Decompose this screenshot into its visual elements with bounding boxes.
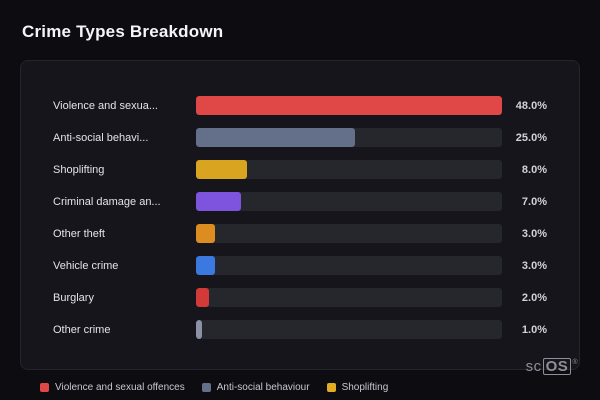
page-title: Crime Types Breakdown (22, 22, 224, 41)
category-label: Shoplifting (53, 163, 105, 176)
value-label: 48.0% (515, 99, 547, 112)
bar-track (196, 256, 502, 275)
chart-legend: Violence and sexual offences Anti-social… (40, 382, 388, 393)
chart-card: Violence and sexua... 48.0% Anti-social … (20, 60, 580, 370)
bar[interactable] (196, 192, 241, 211)
bar-track (196, 192, 502, 211)
value-label: 25.0% (515, 131, 547, 144)
bar-row: Other crime 1.0% (53, 320, 547, 339)
legend-item[interactable]: Shoplifting (326, 382, 389, 393)
category-label: Other crime (53, 323, 111, 336)
bar-row: Criminal damage an... 7.0% (53, 192, 547, 211)
value-label: 3.0% (521, 227, 547, 240)
legend-item[interactable]: Violence and sexual offences (40, 382, 185, 393)
bar[interactable] (196, 128, 356, 147)
bar[interactable] (196, 160, 247, 179)
legend-label: Violence and sexual offences (55, 382, 185, 393)
legend-swatch (40, 383, 49, 392)
value-label: 2.0% (521, 291, 547, 304)
category-label: Vehicle crime (53, 259, 119, 272)
bar-chart: Violence and sexua... 48.0% Anti-social … (53, 96, 547, 339)
value-label: 7.0% (521, 195, 547, 208)
value-label: 1.0% (521, 323, 547, 336)
legend-swatch (201, 383, 211, 392)
legend-label: Shoplifting (341, 382, 389, 393)
bar-track (196, 160, 502, 179)
bar[interactable] (196, 288, 209, 307)
legend-label: Anti-social behaviour (216, 382, 310, 393)
bar[interactable] (196, 224, 216, 243)
bar-row: Vehicle crime 3.0% (53, 256, 547, 275)
bar-track (196, 96, 502, 115)
registered-mark-icon: ® (572, 359, 578, 366)
category-label: Criminal damage an... (53, 195, 161, 208)
category-label: Other theft (53, 227, 105, 240)
bar-row: Shoplifting 8.0% (53, 160, 547, 179)
bar[interactable] (196, 320, 203, 339)
bar[interactable] (196, 256, 216, 275)
bar-row: Other theft 3.0% (53, 224, 547, 243)
legend-item[interactable]: Anti-social behaviour (201, 382, 310, 393)
bar-row: Violence and sexua... 48.0% (53, 96, 547, 115)
value-label: 3.0% (521, 259, 547, 272)
scos-logo: sc OS ® (526, 358, 578, 375)
logo-box: OS (542, 358, 572, 375)
bar-track (196, 128, 502, 147)
bar-track (196, 288, 502, 307)
bar-row: Burglary 2.0% (53, 288, 547, 307)
value-label: 8.0% (521, 163, 547, 176)
bar[interactable] (196, 96, 502, 115)
legend-swatch (326, 383, 336, 392)
category-label: Burglary (53, 291, 94, 304)
logo-prefix: sc (525, 358, 542, 375)
bar-track (196, 320, 502, 339)
bar-row: Anti-social behavi... 25.0% (53, 128, 547, 147)
category-label: Anti-social behavi... (53, 131, 149, 144)
bar-track (196, 224, 502, 243)
category-label: Violence and sexua... (53, 99, 158, 112)
